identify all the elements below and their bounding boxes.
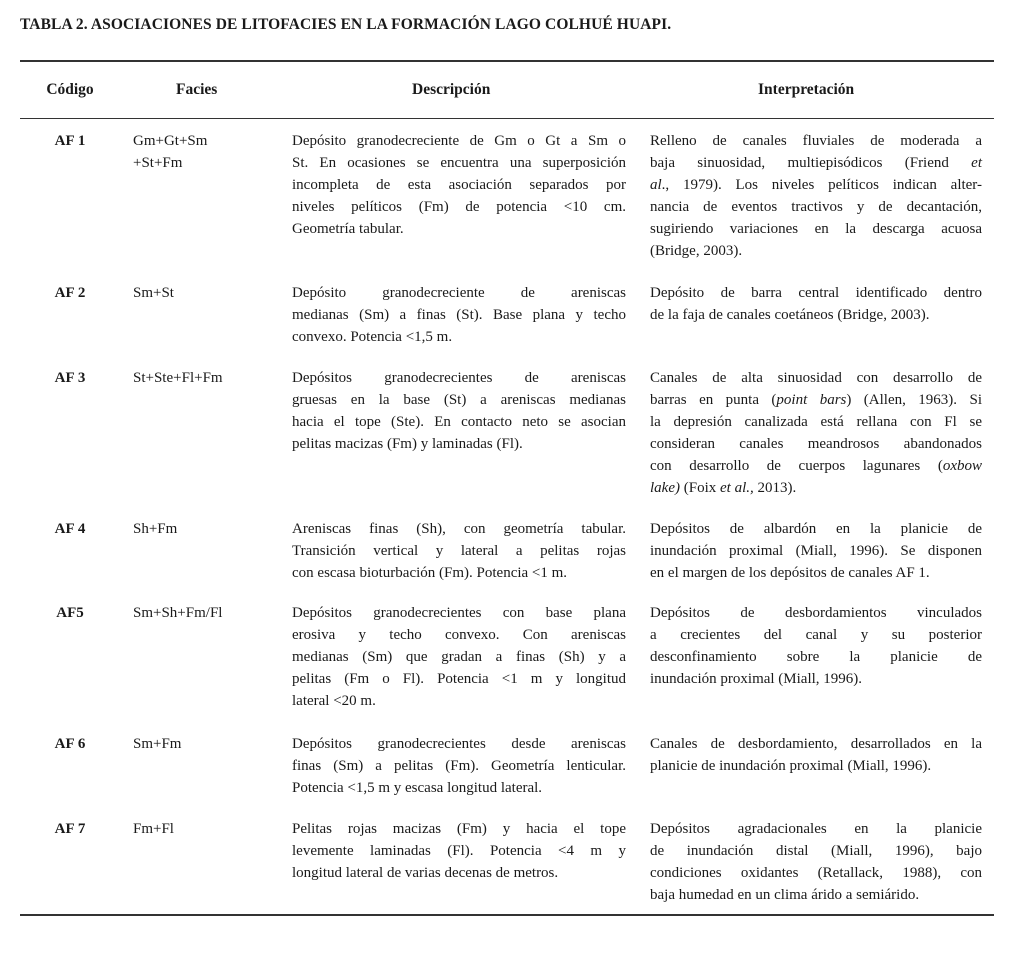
cell-line: baja sinuosidad, multiepisódicos (Friend… xyxy=(650,155,982,171)
top-rule xyxy=(20,60,994,62)
facies-cell: Sm+St xyxy=(133,282,273,304)
header-rule xyxy=(20,118,994,119)
cell-line: Sm+St xyxy=(133,285,174,301)
facies-cell: Gm+Gt+Sm +St+Fm xyxy=(133,130,273,174)
cell-line: Sm+Sh+Fm/Fl xyxy=(133,605,223,621)
cell-line: Canales de desbordamiento, desarrollados… xyxy=(650,736,982,752)
descripcion-cell: Depósito granodecreciente de Gm o Gt a S… xyxy=(292,130,626,240)
cell-line: St. En ocasiones se encuentra una superp… xyxy=(292,155,626,171)
cell-line: inundación proximal (Miall, 1996). Se di… xyxy=(650,543,982,559)
cell-line: pelitas (Fm o Fl). Potencia <1 m y longi… xyxy=(292,671,626,687)
codigo-cell: AF 1 xyxy=(54,133,86,149)
codigo-cell: AF5 xyxy=(56,605,84,621)
codigo-cell: AF 7 xyxy=(54,821,86,837)
codigo-cell: AF 2 xyxy=(54,285,86,301)
facies-cell: Fm+Fl xyxy=(133,818,273,840)
descripcion-cell: Pelitas rojas macizas (Fm) y hacia el to… xyxy=(292,818,626,884)
cell-line: Relleno de canales fluviales de moderada… xyxy=(650,133,982,149)
interpretacion-cell: Canales de desbordamiento, desarrollados… xyxy=(650,733,982,777)
cell-line: medianas (Sm) que gradan a finas (Sh) y … xyxy=(292,649,626,665)
cell-line: Depósito granodecreciente de Gm o Gt a S… xyxy=(292,133,626,149)
cell-line: desconfinamiento sobre la planicie de xyxy=(650,649,982,665)
cell-line: Depósitos agradacionales en la planicie xyxy=(650,821,982,837)
cell-line: a crecientes del canal y su posterior xyxy=(650,627,982,643)
cell-line: la depresión canalizada está rellana con… xyxy=(650,414,982,430)
descripcion-cell: Areniscas finas (Sh), con geometría tabu… xyxy=(292,518,626,584)
cell-line: de la faja de canales coetáneos (Bridge,… xyxy=(650,307,930,323)
cell-line: Gm+Gt+Sm xyxy=(133,133,208,149)
interpretacion-cell: Canales de alta sinuosidad con desarroll… xyxy=(650,367,982,499)
cell-line: sugiriendo variaciones en la descarga ac… xyxy=(650,221,982,237)
interpretacion-cell: Depósitos de albardón en la planicie de i… xyxy=(650,518,982,584)
descripcion-cell: Depósitos granodecrecientes desde arenis… xyxy=(292,733,626,799)
cell-line: Depósito granodecreciente de areniscas xyxy=(292,285,626,301)
cell-line: medianas (Sm) a finas (St). Base plana y… xyxy=(292,307,626,323)
bottom-rule xyxy=(20,914,994,916)
cell-line: condiciones oxidantes (Retallack, 1988),… xyxy=(650,865,982,881)
interpretacion-cell: Depósitos de desbordamientos vinculados a… xyxy=(650,602,982,690)
cell-line: Depósito de barra central identificado d… xyxy=(650,285,982,301)
codigo-cell: AF 4 xyxy=(54,521,86,537)
header-interpretacion: Interpretación xyxy=(758,81,855,98)
header-descripcion: Descripción xyxy=(412,81,491,98)
cell-line: pelitas macizas (Fm) y laminadas (Fl). xyxy=(292,436,523,452)
cell-line: de inundación distal (Miall, 1996), bajo xyxy=(650,843,982,859)
header-codigo: Código xyxy=(46,81,94,98)
cell-line: Transición vertical y lateral a pelitas … xyxy=(292,543,626,559)
cell-line: Areniscas finas (Sh), con geometría tabu… xyxy=(292,521,626,537)
cell-line: Fm+Fl xyxy=(133,821,174,837)
cell-line: Depósitos de desbordamientos vinculados xyxy=(650,605,982,621)
cell-line: levemente laminadas (Fl). Potencia <4 m … xyxy=(292,843,626,859)
header-facies: Facies xyxy=(176,81,218,98)
cell-line: barras en punta (point bars) (Allen, 196… xyxy=(650,392,982,408)
cell-line: baja humedad en un clima árido a semiári… xyxy=(650,887,920,903)
facies-cell: Sm+Fm xyxy=(133,733,273,755)
cell-line: erosiva y techo convexo. Con areniscas xyxy=(292,627,626,643)
interpretacion-cell: Depósitos agradacionales en la planicie d… xyxy=(650,818,982,906)
table-title: TABLA 2. ASOCIACIONES DE LITOFACIES EN L… xyxy=(20,16,672,33)
cell-line: planicie de inundación proximal (Miall, … xyxy=(650,758,932,774)
cell-line: Sm+Fm xyxy=(133,736,182,752)
facies-cell: Sm+Sh+Fm/Fl xyxy=(133,602,273,624)
codigo-cell: AF 3 xyxy=(54,370,86,386)
cell-line: Geometría tabular. xyxy=(292,221,404,237)
cell-line: Depósitos granodecrecientes desde arenis… xyxy=(292,736,626,752)
cell-line: al., 1979). Los niveles pelíticos indica… xyxy=(650,177,982,193)
cell-line: finas (Sm) a pelitas (Fm). Geometría len… xyxy=(292,758,626,774)
cell-line: Pelitas rojas macizas (Fm) y hacia el to… xyxy=(292,821,626,837)
descripcion-cell: Depósito granodecreciente de areniscas me… xyxy=(292,282,626,348)
cell-line: con desarrollo de cuerpos lagunares (oxb… xyxy=(650,458,982,474)
cell-line: (Bridge, 2003). xyxy=(650,243,743,259)
cell-line: niveles pelíticos (Fm) de potencia <10 c… xyxy=(292,199,626,215)
interpretacion-cell: Depósito de barra central identificado d… xyxy=(650,282,982,326)
cell-line: hacia el tope (Ste). En contacto neto se… xyxy=(292,414,626,430)
facies-cell: St+Ste+Fl+Fm xyxy=(133,367,273,389)
cell-line: longitud lateral de varias decenas de me… xyxy=(292,865,559,881)
cell-line: con escasa bioturbación (Fm). Potencia <… xyxy=(292,565,568,581)
facies-cell: Sh+Fm xyxy=(133,518,273,540)
cell-line: consideran canales meandrosos abandonado… xyxy=(650,436,982,452)
cell-line: gruesas en la base (St) a areniscas medi… xyxy=(292,392,626,408)
cell-line: lateral <20 m. xyxy=(292,693,376,709)
descripcion-cell: Depósitos granodecrecientes con base pla… xyxy=(292,602,626,712)
cell-line: Depósitos granodecrecientes de areniscas xyxy=(292,370,626,386)
cell-line: +St+Fm xyxy=(133,155,183,171)
cell-line: lake) (Foix et al., 2013). xyxy=(650,480,797,496)
cell-line: incompleta de esta asociación separados … xyxy=(292,177,626,193)
cell-line: convexo. Potencia <1,5 m. xyxy=(292,329,453,345)
interpretacion-cell: Relleno de canales fluviales de moderada… xyxy=(650,130,982,262)
cell-line: Depósitos granodecrecientes con base pla… xyxy=(292,605,626,621)
cell-line: Sh+Fm xyxy=(133,521,178,537)
codigo-cell: AF 6 xyxy=(54,736,86,752)
cell-line: Canales de alta sinuosidad con desarroll… xyxy=(650,370,982,386)
cell-line: St+Ste+Fl+Fm xyxy=(133,370,223,386)
cell-line: en el margen de los depósitos de canales… xyxy=(650,565,930,581)
cell-line: Potencia <1,5 m y escasa longitud latera… xyxy=(292,780,543,796)
descripcion-cell: Depósitos granodecrecientes de areniscas… xyxy=(292,367,626,455)
cell-line: nancia de eventos tractivos y de decanta… xyxy=(650,199,982,215)
cell-line: Depósitos de albardón en la planicie de xyxy=(650,521,982,537)
cell-line: inundación proximal (Miall, 1996). xyxy=(650,671,863,687)
